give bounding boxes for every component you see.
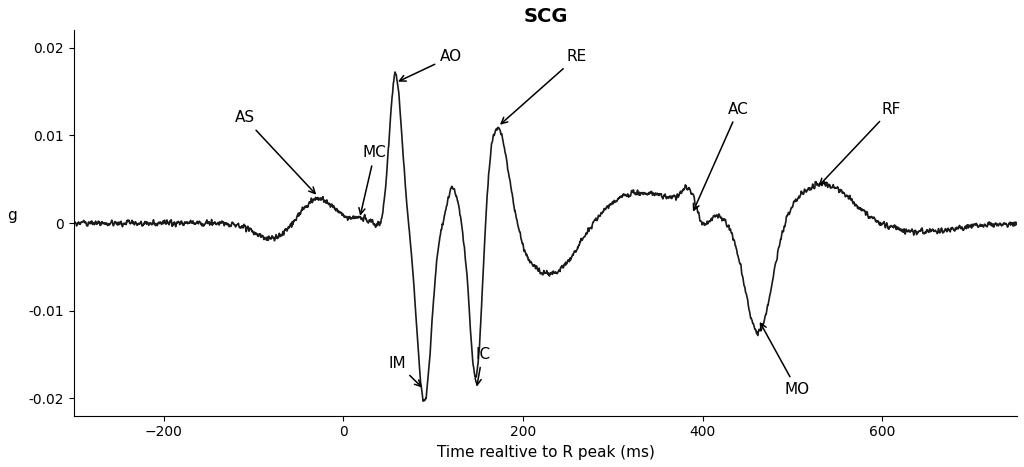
Text: RE: RE <box>501 49 587 124</box>
X-axis label: Time realtive to R peak (ms): Time realtive to R peak (ms) <box>436 445 654 460</box>
Text: MC: MC <box>359 145 387 214</box>
Text: AC: AC <box>693 102 749 210</box>
Text: MO: MO <box>761 323 810 397</box>
Text: RF: RF <box>820 102 901 185</box>
Text: IC: IC <box>475 347 490 385</box>
Title: SCG: SCG <box>523 7 567 26</box>
Y-axis label: g: g <box>7 208 16 223</box>
Text: AO: AO <box>399 49 462 81</box>
Text: AS: AS <box>234 110 315 193</box>
Text: IM: IM <box>388 356 421 386</box>
